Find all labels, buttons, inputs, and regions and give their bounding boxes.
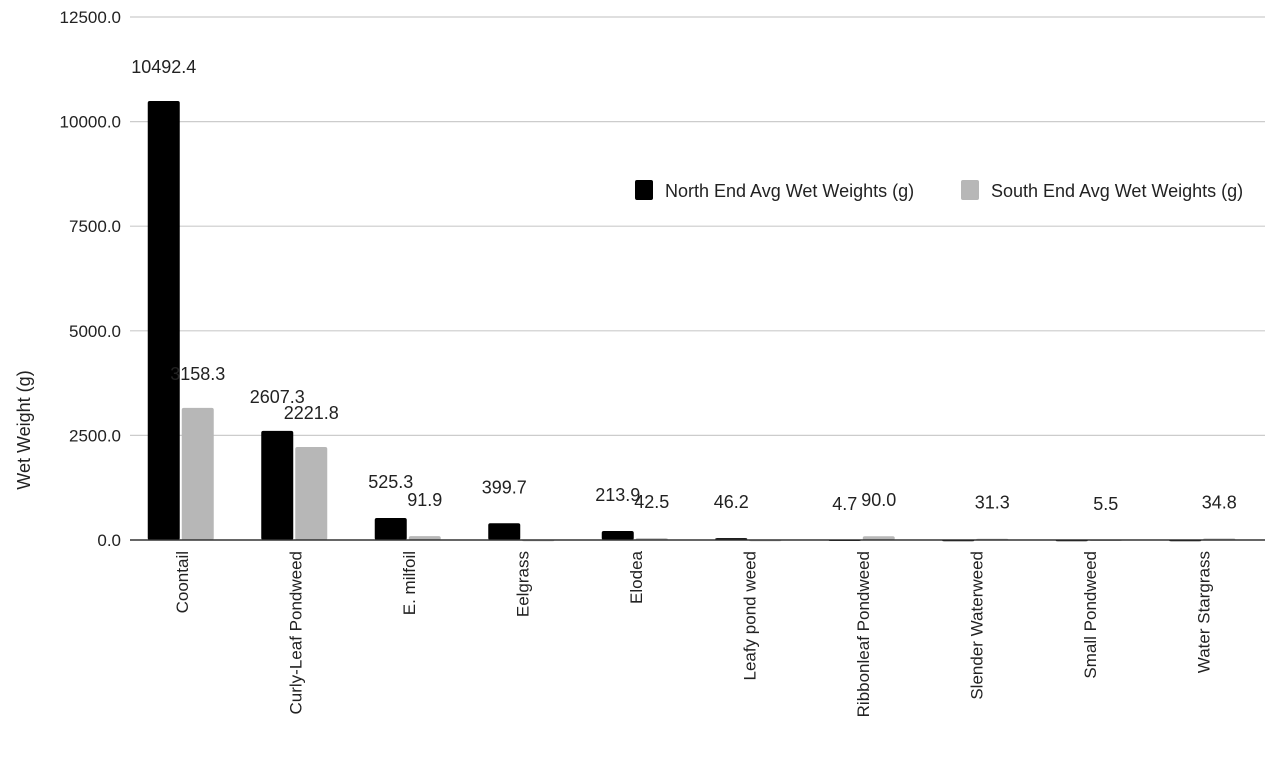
data-label: 525.3 <box>368 472 413 492</box>
y-axis-ticks: 0.0 2500.0 5000.0 7500.0 10000.0 12500.0 <box>60 8 121 550</box>
y-axis-label: Wet Weight (g) <box>14 370 34 489</box>
bar-north <box>374 518 407 540</box>
bar-south <box>295 447 328 540</box>
data-label: 42.5 <box>634 492 669 512</box>
bar-south <box>862 536 895 540</box>
x-tick-label: Elodea <box>627 550 646 603</box>
data-label: 4.7 <box>832 494 857 514</box>
data-label: 3158.3 <box>170 364 225 384</box>
bar-north <box>601 531 634 540</box>
x-tick-label: Small Pondweed <box>1081 551 1100 679</box>
x-tick-label: Curly-Leaf Pondweed <box>286 551 305 714</box>
data-label: 10492.4 <box>131 57 196 77</box>
data-label: 90.0 <box>861 490 896 510</box>
y-tick-label: 10000.0 <box>60 113 121 132</box>
y-tick-label: 7500.0 <box>69 217 121 236</box>
data-label: 34.8 <box>1202 493 1237 513</box>
x-tick-label: Slender Waterweed <box>967 551 986 700</box>
gridlines <box>130 16 1265 436</box>
bar-south <box>181 407 214 540</box>
y-tick-label: 5000.0 <box>69 322 121 341</box>
x-tick-label: Water Stargrass <box>1194 551 1213 673</box>
data-label: 213.9 <box>595 485 640 505</box>
data-label: 2221.8 <box>284 403 339 423</box>
data-label: 46.2 <box>714 492 749 512</box>
y-tick-label: 0.0 <box>97 531 121 550</box>
data-label: 91.9 <box>407 490 442 510</box>
data-label: 5.5 <box>1093 494 1118 514</box>
legend-label-north: North End Avg Wet Weights (g) <box>665 181 914 201</box>
x-tick-label: Leafy pond weed <box>740 551 759 681</box>
legend-swatch-north <box>635 180 653 200</box>
bar-south <box>408 536 441 540</box>
x-tick-label: E. milfoil <box>400 551 419 615</box>
bar-north <box>261 430 294 540</box>
data-label: 399.7 <box>482 477 527 497</box>
y-tick-label: 12500.0 <box>60 8 121 27</box>
x-tick-label: Coontail <box>173 551 192 613</box>
bars <box>147 100 1236 542</box>
legend-swatch-south <box>961 180 979 200</box>
bar-north <box>147 100 180 540</box>
data-label: 31.3 <box>975 493 1010 513</box>
legend-label-south: South End Avg Wet Weights (g) <box>991 181 1243 201</box>
x-tick-label: Eelgrass <box>513 551 532 617</box>
legend: North End Avg Wet Weights (g) South End … <box>635 180 1243 201</box>
y-tick-label: 2500.0 <box>69 426 121 445</box>
data-label: 2607.3 <box>250 387 305 407</box>
x-axis-ticks: Coontail Curly-Leaf Pondweed E. milfoil Eel… <box>173 550 1214 717</box>
x-tick-label: Ribbonleaf Pondweed <box>854 551 873 717</box>
bar-north <box>488 523 521 540</box>
